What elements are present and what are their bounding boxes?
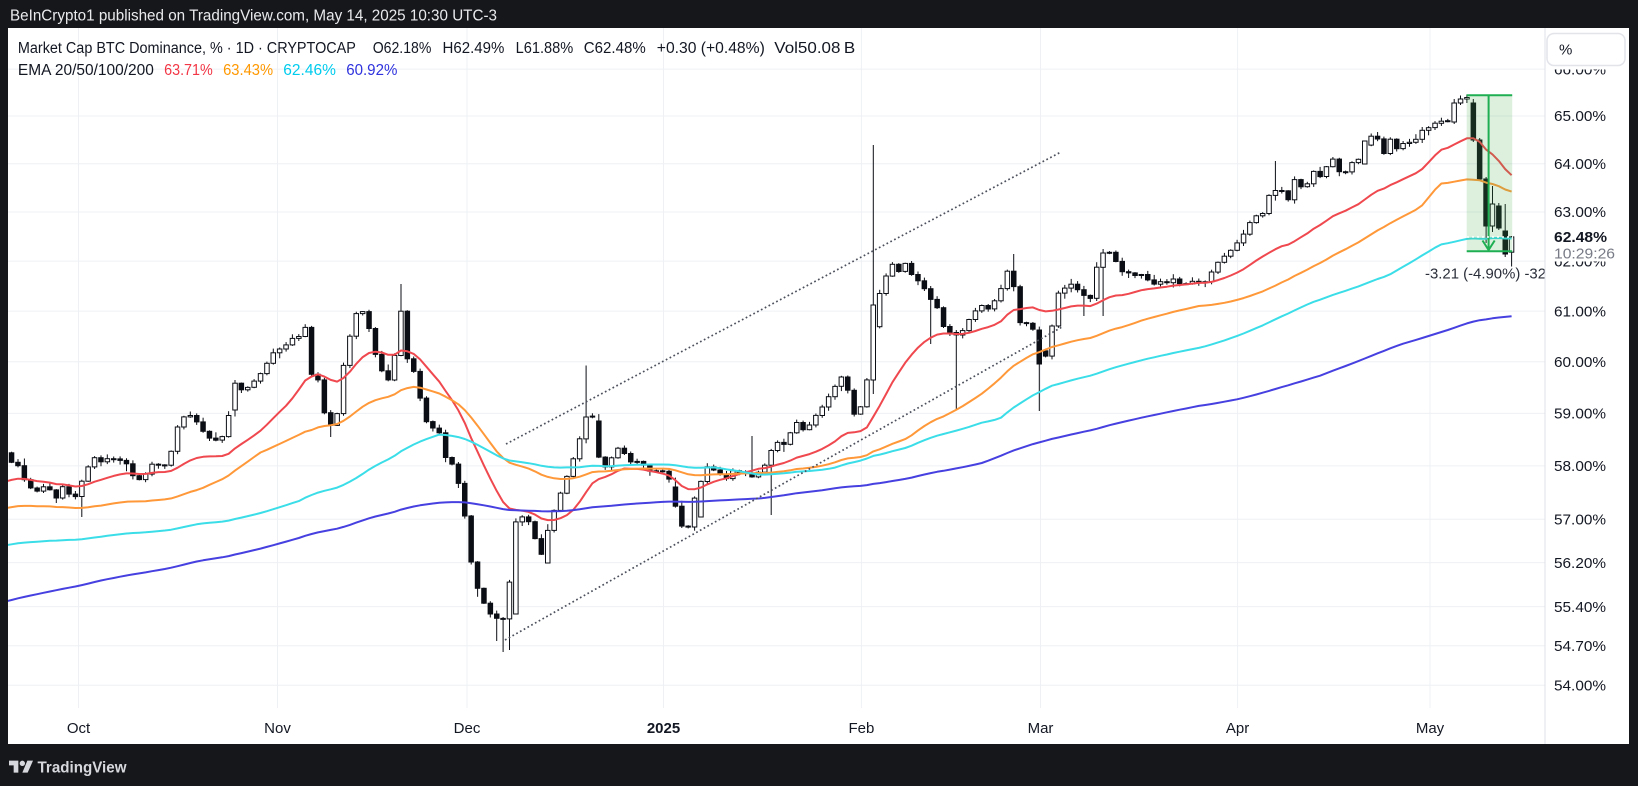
svg-text:Market Cap BTC Dominance, % ·: Market Cap BTC Dominance, % · 1D · CRYPT… [18, 40, 356, 57]
svg-text:60.92%: 60.92% [346, 62, 397, 79]
svg-text:BeInCrypto1 published on Tradi: BeInCrypto1 published on TradingView.com… [10, 8, 497, 25]
svg-text:60.00%: 60.00% [1554, 354, 1606, 371]
svg-text:Feb: Feb [848, 720, 874, 737]
svg-text:63.00%: 63.00% [1554, 204, 1606, 221]
svg-text:64.00%: 64.00% [1554, 156, 1606, 173]
svg-text:Oct: Oct [67, 720, 91, 737]
svg-text:TradingView: TradingView [38, 760, 128, 777]
svg-text:-3.21 (-4.90%) -32: -3.21 (-4.90%) -32 [1425, 266, 1546, 283]
svg-text:56.20%: 56.20% [1554, 555, 1606, 572]
svg-text:10:29:26: 10:29:26 [1554, 246, 1615, 263]
svg-text:2025: 2025 [647, 720, 680, 737]
svg-text:62.48%: 62.48% [1554, 229, 1607, 246]
svg-text:63.71%: 63.71% [164, 62, 213, 79]
svg-text:61.00%: 61.00% [1554, 303, 1606, 320]
svg-text:63.43%: 63.43% [223, 62, 273, 79]
svg-text:Vol50.08 B: Vol50.08 B [774, 40, 855, 57]
svg-text:54.70%: 54.70% [1554, 638, 1606, 655]
svg-text:57.00%: 57.00% [1554, 511, 1606, 528]
svg-text:O62.18%: O62.18% [373, 40, 432, 57]
svg-text:Apr: Apr [1226, 720, 1249, 737]
svg-text:62.46%: 62.46% [283, 62, 336, 79]
svg-text:L61.88%: L61.88% [516, 40, 574, 57]
svg-text:May: May [1416, 720, 1445, 737]
svg-text:59.00%: 59.00% [1554, 406, 1606, 423]
svg-text:%: % [1559, 42, 1572, 59]
svg-text:58.00%: 58.00% [1554, 458, 1606, 475]
svg-text:+0.30 (+0.48%): +0.30 (+0.48%) [657, 40, 765, 57]
svg-text:C62.48%: C62.48% [584, 40, 646, 57]
svg-text:H62.49%: H62.49% [443, 40, 505, 57]
svg-text:Dec: Dec [454, 720, 481, 737]
svg-text:Nov: Nov [264, 720, 291, 737]
svg-text:55.40%: 55.40% [1554, 599, 1606, 616]
svg-text:Mar: Mar [1028, 720, 1054, 737]
svg-text:65.00%: 65.00% [1554, 108, 1606, 125]
svg-text:EMA 20/50/100/200: EMA 20/50/100/200 [18, 62, 154, 79]
svg-text:54.00%: 54.00% [1554, 677, 1606, 694]
